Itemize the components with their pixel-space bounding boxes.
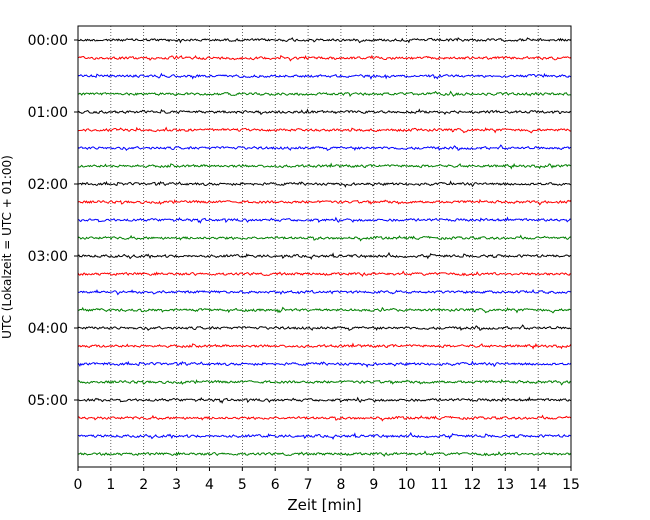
x-tick-label: 1	[106, 477, 115, 493]
y-axis-ticks: 00:00 01:00 02:00 03:00 04:00 05:00	[28, 33, 78, 409]
seismic-trace	[77, 306, 572, 314]
seismic-trace	[77, 431, 572, 440]
seismic-trace	[77, 396, 572, 404]
x-tick-label: 0	[74, 477, 83, 493]
x-tick-label: 8	[336, 477, 345, 493]
y-tick-label: 03:00	[28, 249, 68, 265]
seismic-trace	[77, 54, 572, 62]
seismic-trace	[77, 324, 572, 332]
seismic-trace	[77, 450, 572, 457]
seismic-trace	[77, 180, 572, 188]
x-tick-label: 15	[562, 477, 580, 493]
seismic-trace	[77, 234, 572, 242]
seismic-trace	[77, 126, 572, 134]
plot-frame	[77, 25, 572, 468]
seismic-trace	[77, 108, 572, 116]
seismic-trace	[77, 72, 572, 80]
seismic-trace	[77, 90, 572, 97]
y-tick-label: 04:00	[28, 321, 68, 337]
x-axis-label: Zeit [min]	[287, 496, 361, 514]
x-tick-label: 3	[172, 477, 181, 493]
x-tick-label: 11	[431, 477, 449, 493]
seismic-trace	[77, 289, 572, 296]
x-tick-label: 13	[496, 477, 514, 493]
seismic-trace	[77, 414, 572, 422]
y-tick-label: 02:00	[28, 177, 68, 193]
x-tick-label: 14	[529, 477, 547, 493]
y-tick-label: 05:00	[28, 393, 68, 409]
seismic-trace	[77, 270, 572, 277]
x-tick-label: 7	[304, 477, 313, 493]
seismic-trace	[77, 342, 572, 350]
x-tick-label: 2	[139, 477, 148, 493]
seismic-trace	[77, 216, 572, 224]
seismic-trace	[77, 360, 572, 368]
seismic-trace	[77, 144, 572, 152]
seismic-trace	[77, 37, 572, 44]
x-axis-ticks: 0 1 2 3 4 5 6 7 8 9 10 11 12 13 14 15	[74, 467, 580, 493]
x-tick-label: 10	[398, 477, 416, 493]
x-tick-label: 12	[463, 477, 481, 493]
x-tick-label: 4	[205, 477, 214, 493]
seismic-trace	[77, 378, 572, 386]
seismic-trace	[77, 251, 572, 260]
x-tick-label: 6	[271, 477, 280, 493]
seismic-trace	[77, 162, 572, 170]
y-tick-label: 00:00	[28, 33, 68, 49]
x-tick-label: 9	[369, 477, 378, 493]
y-tick-label: 01:00	[28, 105, 68, 121]
seismic-traces	[77, 37, 572, 457]
x-tick-label: 5	[238, 477, 247, 493]
seismic-trace	[77, 198, 572, 206]
y-axis-label: UTC (Lokalzeit = UTC + 01:00)	[0, 155, 14, 339]
